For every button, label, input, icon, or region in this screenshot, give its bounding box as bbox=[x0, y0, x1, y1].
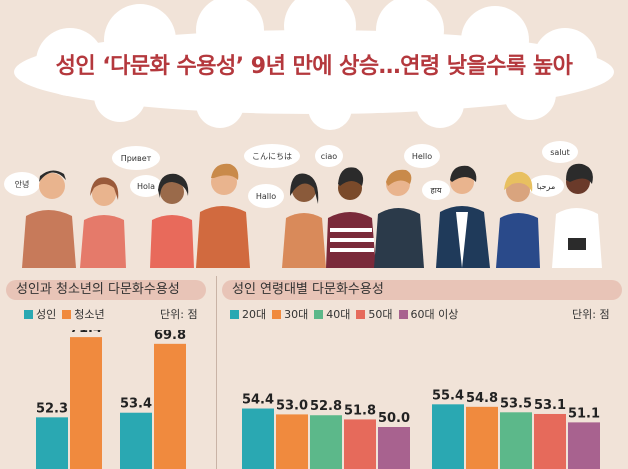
label-성인-1: 52.3 bbox=[36, 401, 68, 416]
legend-40s: 40대 bbox=[314, 306, 350, 322]
headline: 성인 ‘다문화 수용성’ 9년 만에 상승…연령 낮을수록 높아 bbox=[55, 54, 573, 79]
bar-성인-1 bbox=[36, 417, 68, 469]
speech-4: こんにちは bbox=[252, 152, 292, 161]
bar-청소년-1 bbox=[70, 337, 102, 469]
bar-성인-2 bbox=[120, 412, 152, 469]
panel-divider bbox=[216, 276, 217, 469]
legend-youth-label: 청소년 bbox=[74, 308, 105, 321]
label-40대-2: 53.5 bbox=[500, 396, 532, 411]
bar-청소년-2 bbox=[154, 343, 186, 469]
legend-20s-label: 20대 bbox=[242, 308, 267, 321]
chart1-title: 성인과 청소년의 다문화수용성 bbox=[6, 280, 206, 300]
bar-40대-2 bbox=[500, 412, 532, 469]
bar-60대 이상-1 bbox=[378, 427, 410, 469]
chart2-legend: 20대 30대 40대 50대 60대 이상 bbox=[230, 306, 464, 322]
label-60대 이상-1: 50.0 bbox=[378, 411, 410, 426]
label-30대-1: 53.0 bbox=[276, 398, 308, 413]
bar-60대 이상-2 bbox=[568, 422, 600, 469]
chart1-legend: 성인 청소년 bbox=[24, 306, 111, 322]
speech-2: Привет bbox=[121, 154, 152, 163]
label-50대-1: 51.8 bbox=[344, 403, 376, 418]
legend-40s-label: 40대 bbox=[326, 308, 351, 321]
legend-30s: 30대 bbox=[272, 306, 308, 322]
bar-40대-1 bbox=[310, 415, 342, 469]
title-cloud bbox=[14, 0, 614, 130]
chart1-plot: 52.3 53.4 71.4 69.8 bbox=[36, 330, 186, 469]
label-30대-2: 54.8 bbox=[466, 391, 498, 406]
legend-50s-label: 50대 bbox=[368, 308, 393, 321]
label-청소년-1: 71.4 bbox=[70, 330, 102, 336]
label-20대-2: 55.4 bbox=[432, 388, 464, 403]
legend-adult: 성인 bbox=[24, 306, 56, 322]
legend-60s: 60대 이상 bbox=[398, 306, 459, 322]
bar-50대-2 bbox=[534, 413, 566, 469]
bar-30대-1 bbox=[276, 414, 308, 469]
label-60대 이상-2: 51.1 bbox=[568, 406, 600, 421]
speech-1: 안녕 bbox=[15, 179, 30, 189]
chart1-unit: 단위: 점 bbox=[160, 308, 198, 321]
speech-9: مرحبا bbox=[537, 182, 556, 191]
legend-50s: 50대 bbox=[356, 306, 393, 322]
speech-bubbles bbox=[4, 141, 578, 208]
bar-30대-2 bbox=[466, 406, 498, 469]
speech-6: ciao bbox=[321, 152, 338, 161]
legend-adult-label: 성인 bbox=[36, 308, 57, 321]
bar-50대-1 bbox=[344, 419, 376, 469]
legend-20s: 20대 bbox=[230, 306, 266, 322]
speech-5: Hallo bbox=[256, 192, 276, 201]
speech-10: salut bbox=[550, 148, 570, 157]
label-50대-2: 53.1 bbox=[534, 398, 566, 413]
legend-60s-label: 60대 이상 bbox=[410, 308, 459, 321]
label-청소년-2: 69.8 bbox=[154, 330, 186, 343]
legend-youth: 청소년 bbox=[62, 306, 105, 322]
legend-30s-label: 30대 bbox=[284, 308, 309, 321]
chart2-title: 성인 연령대별 다문화수용성 bbox=[222, 280, 622, 300]
chart2-plot: 54.4 55.4 53.0 54.8 52.8 53.5 51.8 53.1 50.0 51.1 bbox=[242, 388, 600, 469]
bar-20대-1 bbox=[242, 408, 274, 469]
chart2-unit: 단위: 점 bbox=[572, 308, 610, 321]
label-성인-2: 53.4 bbox=[120, 397, 152, 412]
bar-20대-2 bbox=[432, 404, 464, 469]
people-figures bbox=[22, 163, 602, 268]
speech-3: Hola bbox=[137, 182, 155, 191]
speech-8: हाय bbox=[431, 186, 442, 195]
label-40대-1: 52.8 bbox=[310, 399, 342, 414]
label-20대-1: 54.4 bbox=[242, 393, 274, 408]
people-illustration: 안녕 Привет Hola こんにちは Hallo ciao Hello हा… bbox=[4, 141, 602, 268]
speech-7: Hello bbox=[412, 152, 432, 161]
